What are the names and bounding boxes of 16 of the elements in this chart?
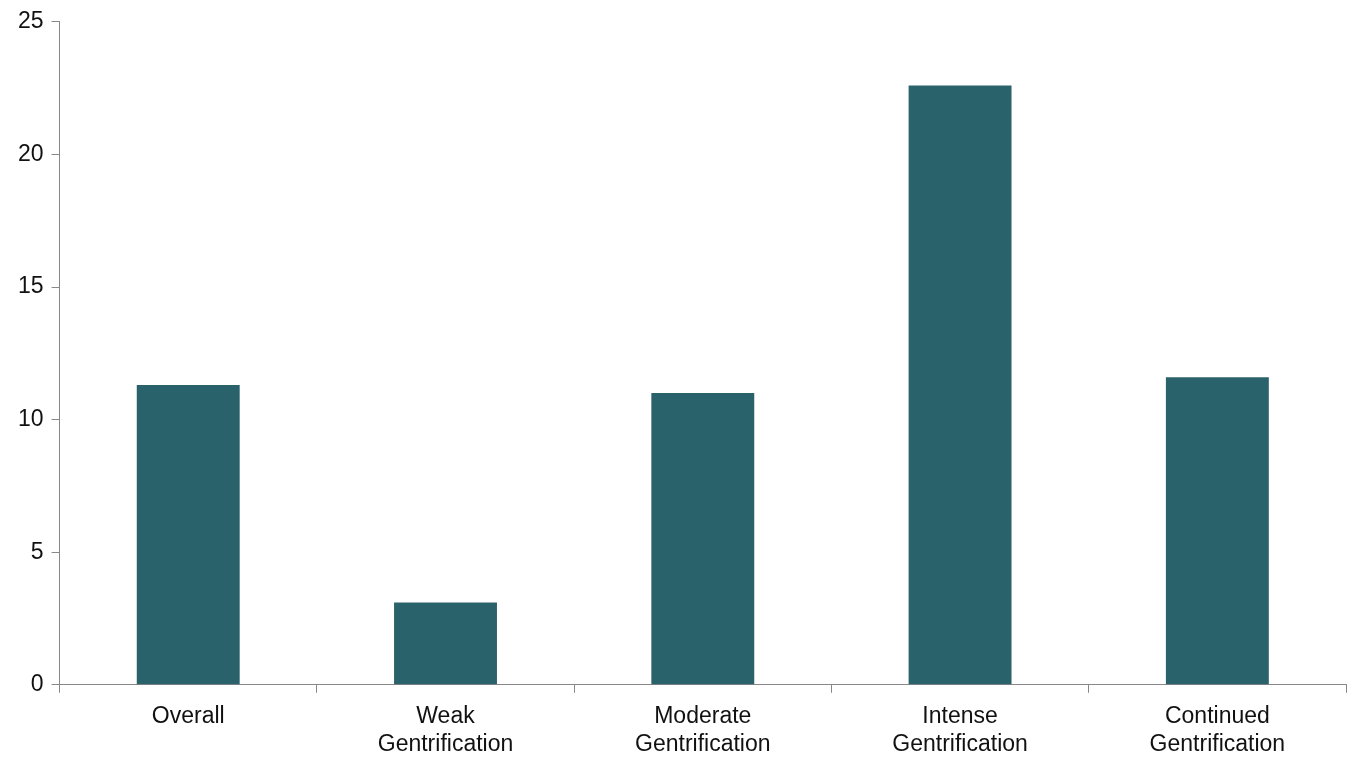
y-tick-label: 10 bbox=[17, 404, 44, 431]
x-tick-label: Intense Gentrification bbox=[892, 701, 1028, 756]
y-tick-label: 25 bbox=[17, 7, 44, 34]
bar bbox=[136, 385, 240, 685]
y-tick-label: 20 bbox=[17, 139, 44, 166]
y-tick-label: 0 bbox=[30, 670, 44, 697]
x-tick-label: Continued Gentrification bbox=[1149, 701, 1286, 756]
x-tick-label: Weak Gentrification bbox=[377, 701, 514, 756]
y-tick-label: 15 bbox=[17, 272, 44, 299]
x-tick-label: Moderate Gentrification bbox=[635, 701, 771, 756]
bar bbox=[1165, 377, 1269, 685]
y-tick-label: 5 bbox=[30, 537, 44, 564]
bar bbox=[651, 393, 755, 685]
bar bbox=[394, 602, 497, 685]
x-tick-label: Overall bbox=[151, 701, 225, 728]
bar bbox=[908, 85, 1012, 685]
